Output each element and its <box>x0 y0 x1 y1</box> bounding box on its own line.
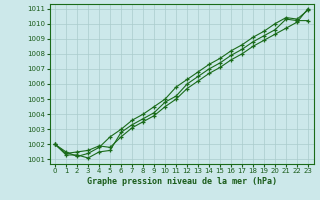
X-axis label: Graphe pression niveau de la mer (hPa): Graphe pression niveau de la mer (hPa) <box>87 177 276 186</box>
